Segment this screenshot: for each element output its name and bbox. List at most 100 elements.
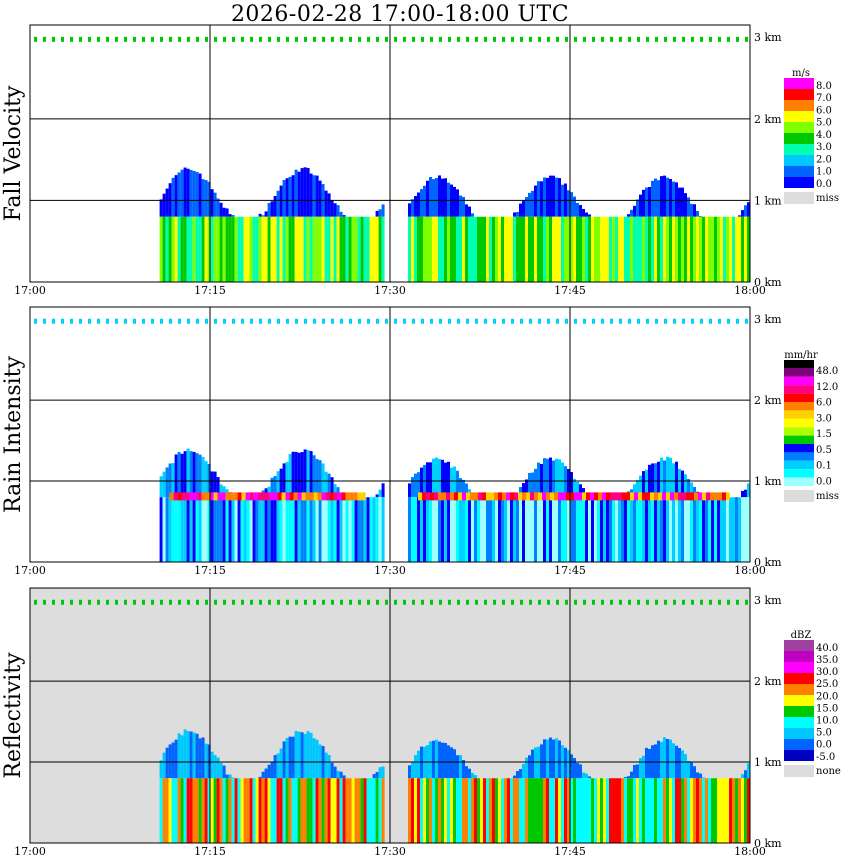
echo-column-upper: [528, 755, 531, 779]
echo-column-upper: [318, 460, 322, 498]
top-gate-mark: [241, 318, 244, 324]
echo-column-upper: [564, 466, 567, 498]
bright-band-cell: [197, 492, 202, 501]
top-gate-mark: [592, 318, 595, 324]
echo-column-lower: [213, 216, 217, 282]
bright-band-cell: [293, 492, 298, 501]
echo-column-upper: [465, 483, 468, 498]
top-gate-mark: [286, 318, 289, 324]
echo-column-lower: [321, 497, 325, 562]
echo-column-upper: [744, 205, 747, 217]
echo-column-lower: [582, 778, 585, 843]
legend-label: 2.0: [816, 154, 832, 165]
bright-band-cell: [337, 492, 342, 501]
echo-column-lower: [288, 778, 292, 843]
echo-column-lower: [597, 778, 600, 843]
bright-band-cell: [726, 492, 730, 501]
echo-column-upper: [333, 203, 337, 217]
echo-column-lower: [168, 216, 172, 282]
top-gate-mark: [115, 599, 118, 605]
echo-column-lower: [222, 497, 226, 562]
echo-column-upper: [189, 169, 193, 217]
echo-column-upper: [690, 482, 693, 498]
echo-column-upper: [474, 775, 477, 779]
top-gate-mark: [88, 318, 91, 324]
top-gate-mark: [214, 36, 217, 42]
echo-column-upper: [543, 458, 546, 498]
top-gate-mark: [367, 599, 370, 605]
echo-column-upper: [315, 459, 319, 498]
top-gate-mark: [160, 36, 163, 42]
echo-column-lower: [447, 778, 450, 843]
top-gate-mark: [691, 36, 694, 42]
echo-column-upper: [675, 461, 678, 498]
top-gate-mark: [484, 599, 487, 605]
echo-column-lower: [612, 778, 615, 843]
echo-column-lower: [186, 497, 190, 562]
top-gate-mark: [79, 599, 82, 605]
top-gate-mark: [304, 36, 307, 42]
echo-column-upper: [561, 462, 564, 498]
echo-column-lower: [654, 778, 657, 843]
echo-column-lower: [204, 497, 208, 562]
echo-column-upper: [174, 739, 178, 779]
echo-column-lower: [258, 778, 262, 843]
echo-column-lower: [522, 778, 525, 843]
top-gate-mark: [601, 36, 604, 42]
echo-column-upper: [438, 741, 441, 779]
top-gate-mark: [700, 318, 703, 324]
top-gate-mark: [457, 599, 460, 605]
echo-column-upper: [681, 187, 684, 217]
echo-column-lower: [540, 216, 543, 282]
echo-column-lower: [360, 216, 364, 282]
top-gate-mark: [646, 599, 649, 605]
echo-column-upper: [558, 459, 561, 498]
echo-column-lower: [513, 497, 516, 562]
echo-column-lower: [729, 497, 732, 562]
echo-column-upper: [327, 193, 331, 217]
top-gate-mark: [358, 36, 361, 42]
top-gate-mark: [637, 318, 640, 324]
top-gate-mark: [142, 318, 145, 324]
echo-column-upper: [189, 731, 193, 779]
echo-column-lower: [672, 778, 675, 843]
echo-column-lower: [657, 497, 660, 562]
top-gate-mark: [574, 36, 577, 42]
x-tick-label: 17:15: [194, 845, 226, 858]
top-gate-mark: [367, 318, 370, 324]
echo-column-lower: [504, 778, 507, 843]
echo-column-lower: [318, 497, 322, 562]
echo-column-upper: [573, 758, 576, 779]
echo-column-lower: [255, 778, 259, 843]
echo-column-lower: [258, 497, 262, 562]
echo-column-lower: [342, 497, 346, 562]
echo-column-lower: [201, 216, 205, 282]
top-gate-mark: [277, 599, 280, 605]
echo-column-upper: [186, 731, 190, 779]
top-gate-mark: [376, 36, 379, 42]
echo-column-upper: [201, 737, 205, 779]
top-gate-mark: [421, 318, 424, 324]
x-tick-label: 17:30: [374, 284, 406, 297]
echo-column-lower: [171, 216, 175, 282]
top-gate-mark: [646, 318, 649, 324]
echo-column-lower: [426, 497, 429, 562]
echo-column-upper: [261, 215, 265, 217]
echo-column-lower: [369, 216, 373, 282]
top-gate-mark: [322, 599, 325, 605]
echo-column-upper: [636, 480, 639, 498]
bright-band-cell: [245, 492, 250, 501]
echo-column-lower: [582, 497, 585, 562]
echo-column-lower: [585, 778, 588, 843]
plot-frame: [29, 587, 751, 844]
legend-swatch: [784, 111, 814, 122]
echo-column-lower: [645, 216, 648, 282]
echo-column-lower: [639, 216, 642, 282]
echo-column-lower: [318, 778, 322, 843]
legend-swatch: [784, 477, 814, 486]
echo-column-upper: [585, 212, 588, 217]
bright-band-cell: [686, 492, 690, 501]
echo-column-upper: [534, 468, 537, 498]
top-gate-mark: [97, 599, 100, 605]
echo-column-lower: [279, 778, 283, 843]
